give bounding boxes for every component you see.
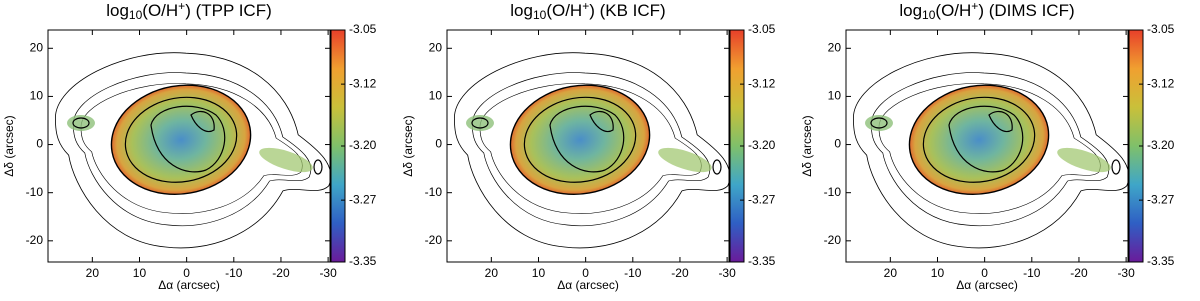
title-part: log xyxy=(510,1,533,20)
title-part: log xyxy=(106,1,129,20)
x-axis-label: Δα (arcsec) xyxy=(956,278,1018,292)
colorbar-tick-label: -3.05 xyxy=(1147,22,1175,36)
title-part: + xyxy=(971,0,978,13)
colorbar-tick-label: -3.05 xyxy=(748,22,776,36)
colorbar-tick-label: -3.20 xyxy=(349,138,377,152)
y-axis-label: Δδ (arcsec) xyxy=(401,115,415,176)
y-tick-label: 10 xyxy=(429,89,443,103)
colorbar-tick-label: -3.27 xyxy=(1147,192,1175,206)
y-tick-label: 20 xyxy=(828,40,842,54)
x-axis-label: Δα (arcsec) xyxy=(557,278,619,292)
x-tick-label: -30 xyxy=(1117,266,1135,280)
title-part: (O/H xyxy=(935,1,971,20)
x-tick-label: 20 xyxy=(884,266,898,280)
colorbar-tick-label: -3.12 xyxy=(748,76,776,90)
colorbar-tick-label: -3.35 xyxy=(748,254,776,268)
x-tick-label: -20 xyxy=(272,266,290,280)
title-part: 10 xyxy=(129,8,143,22)
x-tick-label: -10 xyxy=(225,266,243,280)
y-tick-label: -10 xyxy=(425,185,443,199)
x-tick-label: 0 xyxy=(582,266,589,280)
colorbar-tick-label: -3.05 xyxy=(349,22,377,36)
plot-frame xyxy=(47,29,331,263)
y-tick-label: 0 xyxy=(834,137,841,151)
y-tick-label: -10 xyxy=(26,185,44,199)
x-tick-label: -30 xyxy=(319,266,337,280)
x-tick-label: 10 xyxy=(931,266,945,280)
y-tick-label: 0 xyxy=(36,137,43,151)
plot-frame xyxy=(845,29,1129,263)
y-tick-label: -20 xyxy=(425,233,443,247)
x-tick-label: -10 xyxy=(1023,266,1041,280)
colorbar-tick-label: -3.27 xyxy=(349,192,377,206)
y-axis-label: Δδ (arcsec) xyxy=(2,115,16,176)
x-tick-label: -10 xyxy=(624,266,642,280)
title-part: (O/H xyxy=(546,1,582,20)
x-tick-label: 0 xyxy=(981,266,988,280)
plot-frame xyxy=(446,29,730,263)
x-tick-label: 20 xyxy=(485,266,499,280)
map-image xyxy=(852,52,1128,249)
map-image xyxy=(453,52,729,249)
title-part: 10 xyxy=(922,8,936,22)
x-tick-label: -30 xyxy=(718,266,736,280)
x-tick-label: 10 xyxy=(532,266,546,280)
y-tick-label: 20 xyxy=(30,40,44,54)
y-tick-label: -20 xyxy=(824,233,842,247)
y-tick-label: 20 xyxy=(429,40,443,54)
y-axis-label: Δδ (arcsec) xyxy=(800,115,814,176)
title-part: log xyxy=(899,1,922,20)
title-part: + xyxy=(178,0,185,13)
y-tick-label: 10 xyxy=(828,89,842,103)
colorbar-tick-label: -3.35 xyxy=(1147,254,1175,268)
y-tick-label: 0 xyxy=(435,137,442,151)
title-part: ) (DIMS ICF) xyxy=(978,1,1074,20)
title-part: ) (TPP ICF) xyxy=(185,1,272,20)
y-tick-label: -10 xyxy=(824,185,842,199)
x-tick-label: -20 xyxy=(1070,266,1088,280)
y-tick-label: 10 xyxy=(30,89,44,103)
chart-title: log10(O/H+) (DIMS ICF) xyxy=(899,0,1074,22)
title-part: (O/H xyxy=(142,1,178,20)
colorbar-tick-label: -3.12 xyxy=(1147,76,1175,90)
title-part: 10 xyxy=(533,8,547,22)
x-tick-label: 0 xyxy=(183,266,190,280)
chart-title: log10(O/H+) (KB ICF) xyxy=(510,0,665,22)
colorbar-tick-label: -3.20 xyxy=(748,138,776,152)
x-tick-label: 20 xyxy=(86,266,100,280)
map-image xyxy=(54,52,330,249)
x-axis-label: Δα (arcsec) xyxy=(158,278,220,292)
title-part: ) (KB ICF) xyxy=(589,1,666,20)
chart-title: log10(O/H+) (TPP ICF) xyxy=(106,0,272,22)
colorbar-tick-label: -3.27 xyxy=(748,192,776,206)
y-tick-label: -20 xyxy=(26,233,44,247)
colorbar-tick-label: -3.20 xyxy=(1147,138,1175,152)
x-tick-label: 10 xyxy=(133,266,147,280)
title-part: + xyxy=(582,0,589,13)
colorbar-tick-label: -3.35 xyxy=(349,254,377,268)
x-tick-label: -20 xyxy=(671,266,689,280)
colorbar-tick-label: -3.12 xyxy=(349,76,377,90)
